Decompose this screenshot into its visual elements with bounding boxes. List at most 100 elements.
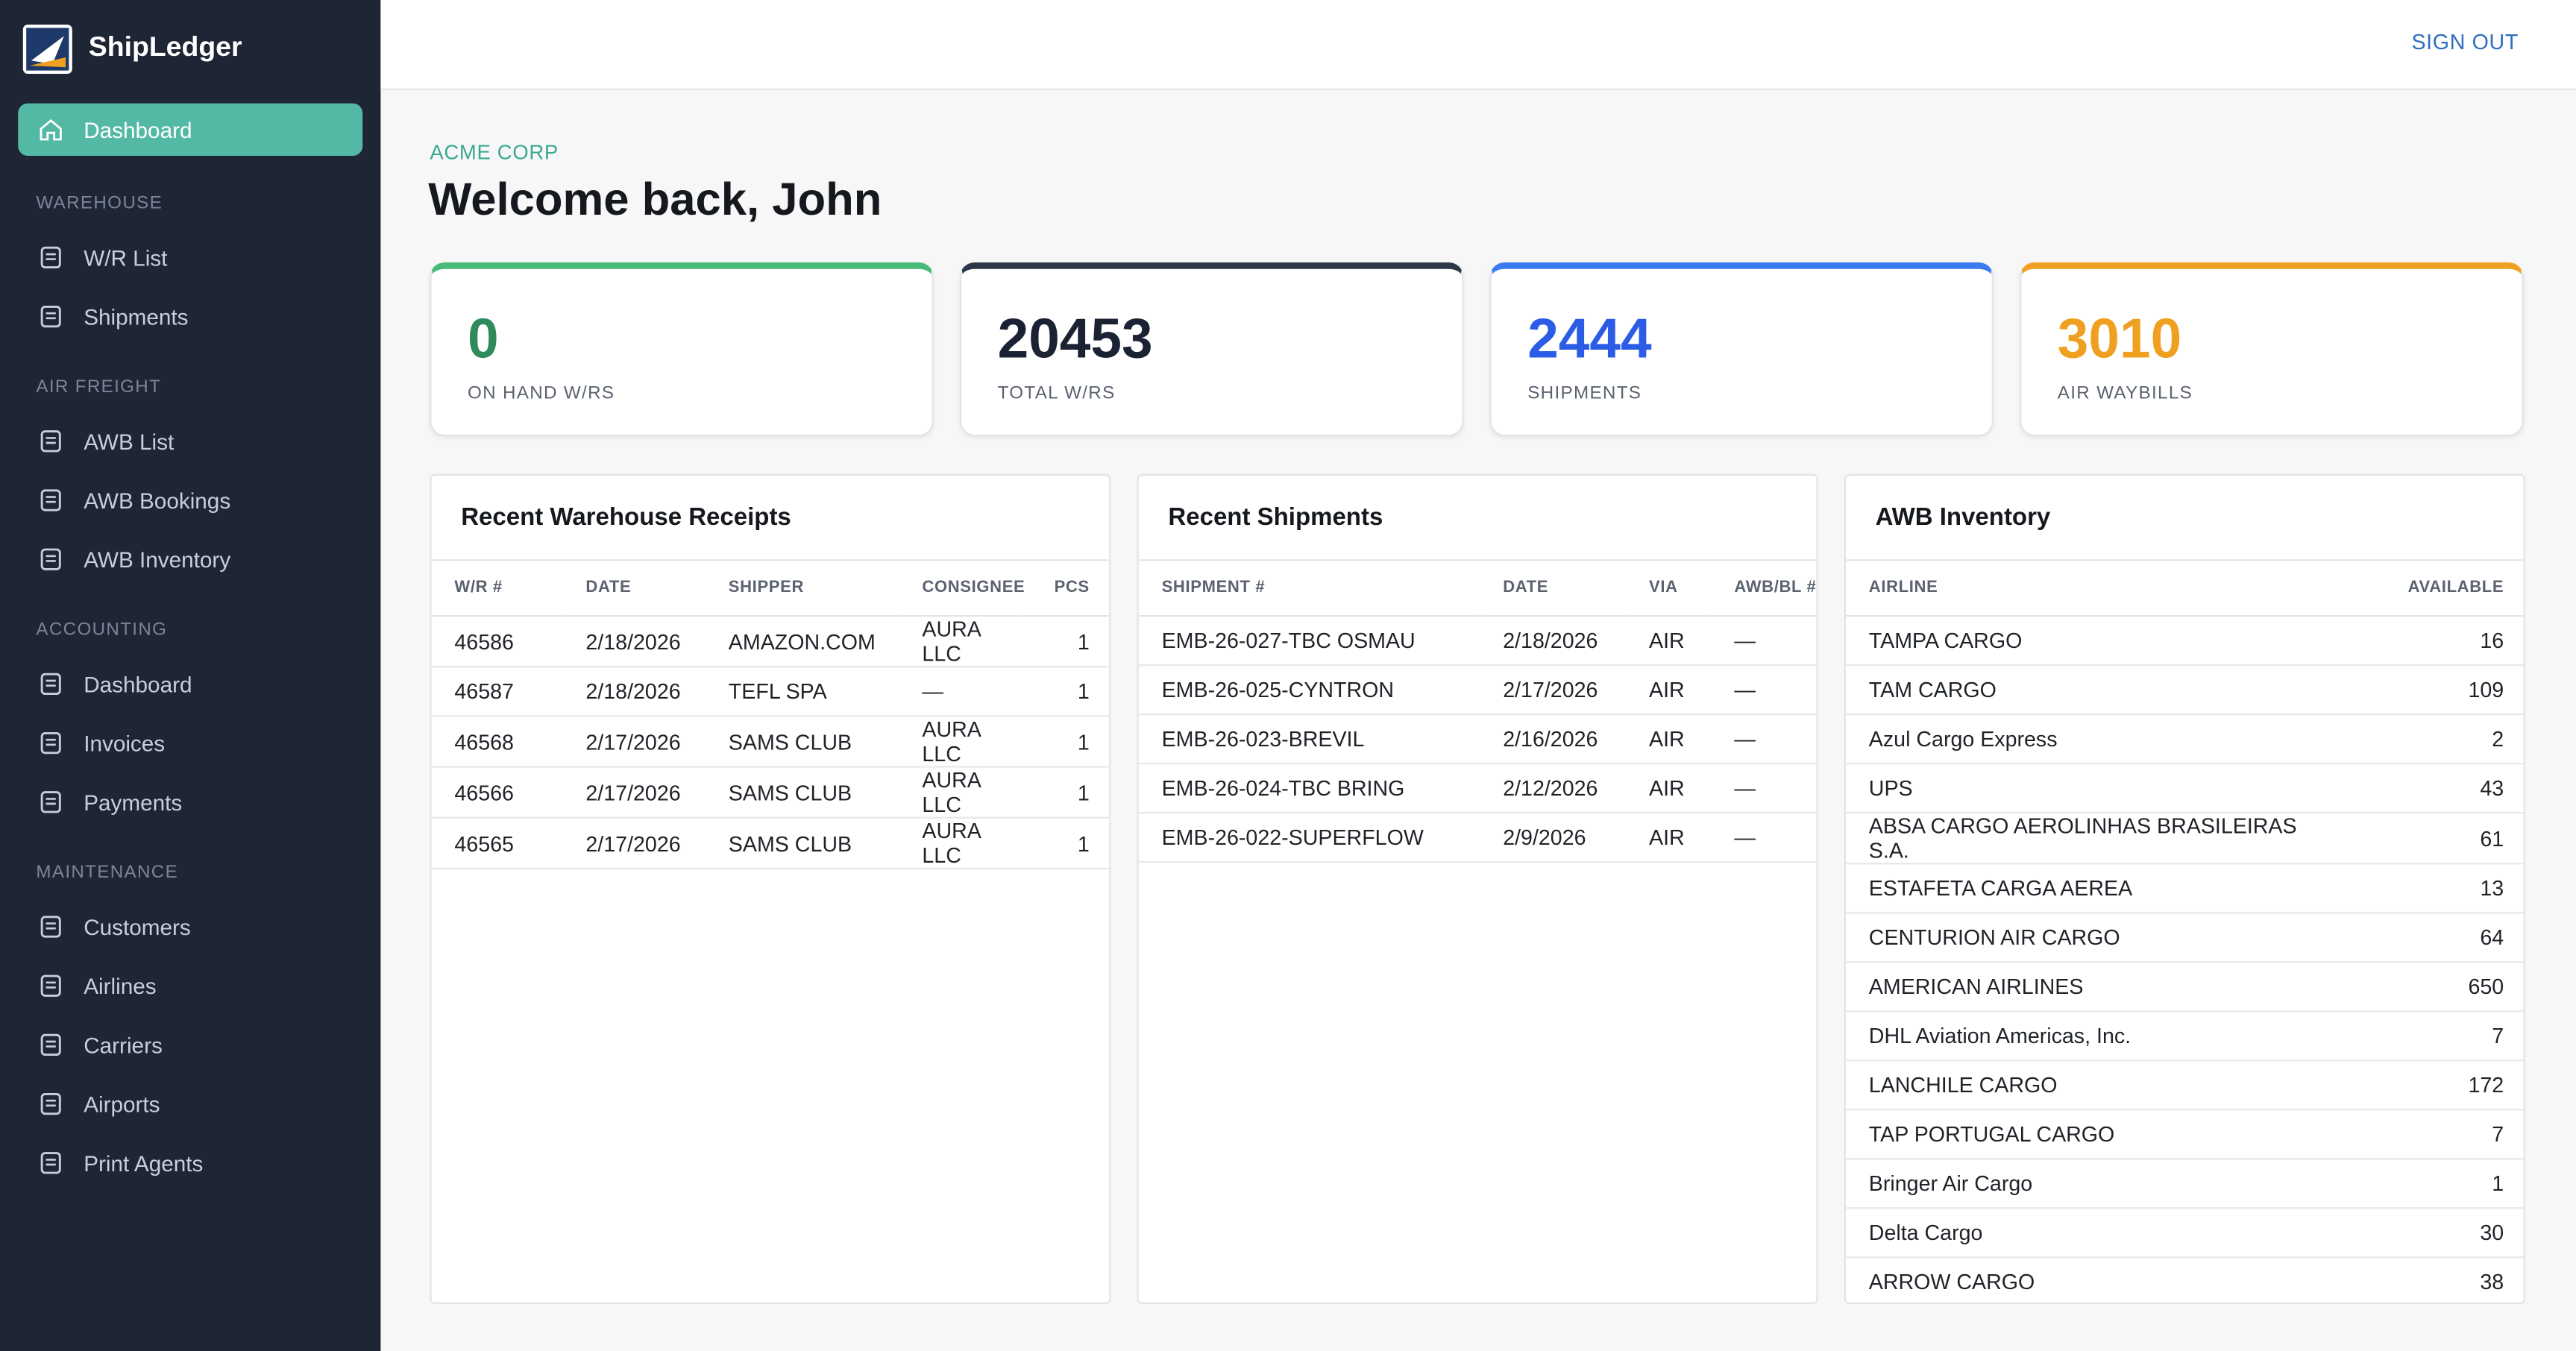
nav-label: AWB Inventory — [84, 547, 231, 572]
cell: CENTURION AIR CARGO — [1846, 913, 2338, 963]
row: Azul Cargo Express 2 — [1846, 714, 2524, 765]
cell: 1 — [2338, 1159, 2524, 1209]
row: Bringer Air Cargo 1 — [1846, 1159, 2524, 1209]
nav-label: Airlines — [84, 973, 157, 998]
stat-card: 3010 AIR WAYBILLS — [2020, 262, 2524, 437]
nav-label: Dashboard — [84, 671, 192, 696]
nav-item[interactable]: Dashboard — [18, 655, 362, 714]
company: ACME CORP — [430, 141, 559, 164]
nav-item[interactable]: Shipments — [18, 287, 362, 346]
nav-item[interactable]: Customers — [18, 897, 362, 956]
greeting: Welcome back, John — [428, 174, 882, 225]
stat-label: TOTAL W/RS — [997, 383, 1116, 404]
cell: 16 — [2338, 616, 2524, 667]
column-header: DATE — [562, 561, 706, 617]
nav-item[interactable]: Payments — [18, 772, 362, 831]
cell: Azul Cargo Express — [1846, 714, 2338, 765]
nav-label: Invoices — [84, 731, 166, 756]
row: TAM CARGO 109 — [1846, 665, 2524, 716]
row: DHL Aviation Americas, Inc. 7 — [1846, 1011, 2524, 1062]
row: AMERICAN AIRLINES 650 — [1846, 962, 2524, 1013]
cell: 109 — [2338, 665, 2524, 716]
cell: 30 — [2338, 1208, 2524, 1259]
cell-text: AURA LLC — [922, 767, 981, 817]
sidebar: ShipLedger Dashboard WAREHOUSE W/R List Shi… — [0, 0, 381, 1351]
icon — [40, 1092, 61, 1115]
sign-out[interactable]: SIGN OUT — [2411, 29, 2519, 54]
panel: Recent Warehouse Receipts W/R # DATE SHIPPE… — [430, 473, 1111, 1304]
column-header: AIRLINE — [1846, 561, 2338, 617]
nav-item[interactable]: Print Agents — [18, 1133, 362, 1192]
tbody: 46586 2/18/2026 AMAZON.COM AURA LLC 1 46587 2/… — [431, 616, 1110, 870]
cell: 2/18/2026 — [562, 616, 706, 668]
thead: SHIPMENT # DATE VIA AWB/BL # — [1138, 561, 1817, 617]
column-header: SHIPMENT # — [1138, 561, 1480, 617]
cell: — — [899, 667, 1024, 717]
cell: AMERICAN AIRLINES — [1846, 962, 2338, 1013]
cell: SAMS CLUB — [706, 817, 899, 870]
column-header: AWB/BL # — [1711, 561, 1817, 617]
cell: 650 — [2338, 962, 2524, 1013]
cell: — — [1711, 763, 1817, 814]
cell: 1 — [1023, 667, 1110, 717]
row: Delta Cargo 30 — [1846, 1208, 2524, 1259]
nav-label: Payments — [84, 790, 183, 815]
cell: AIR — [1626, 616, 1712, 667]
row: 46566 2/17/2026 SAMS CLUB AURA LLC 1 — [431, 766, 1110, 819]
cell: ESTAFETA CARGA AEREA — [1846, 863, 2338, 914]
row: EMB-26-024-TBC BRING 2/12/2026 AIR — — [1138, 763, 1817, 814]
cell: 1 — [1023, 616, 1110, 668]
nav-section: MAINTENANCE — [36, 863, 179, 883]
nav-label: Airports — [84, 1092, 160, 1117]
row: 46587 2/18/2026 TEFL SPA — 1 — [431, 667, 1110, 717]
stat-card: 0 ON HAND W/RS — [430, 262, 934, 437]
nav-item[interactable]: Airports — [18, 1074, 362, 1133]
cell: 2/17/2026 — [562, 716, 706, 768]
cell: TAM CARGO — [1846, 665, 2338, 716]
cell: TAMPA CARGO — [1846, 616, 2338, 667]
icon — [40, 916, 61, 938]
cell: 1 — [1023, 766, 1110, 819]
table: SHIPMENT # DATE VIA AWB/BL # EMB-26-027-TBC … — [1138, 561, 1817, 863]
nav-item[interactable]: AWB Inventory — [18, 530, 362, 589]
column-header: W/R # — [431, 561, 563, 617]
cell: EMB-26-022-SUPERFLOW — [1138, 813, 1480, 863]
cell: EMB-26-025-CYNTRON — [1138, 665, 1480, 716]
cell: 2/9/2026 — [1480, 813, 1627, 863]
nav-item[interactable]: Dashboard — [18, 103, 363, 156]
cell: TEFL SPA — [706, 667, 899, 717]
cell: 2 — [2338, 714, 2524, 765]
cell: 2/18/2026 — [562, 667, 706, 717]
nav-item[interactable]: W/R List — [18, 228, 362, 287]
cell: 172 — [2338, 1060, 2524, 1111]
nav-item[interactable]: Airlines — [18, 957, 362, 1015]
tbody: TAMPA CARGO 16 TAM CARGO 109 Azul Cargo Expr… — [1846, 616, 2524, 1303]
row: EMB-26-022-SUPERFLOW 2/9/2026 AIR — — [1138, 813, 1817, 863]
cell: 38 — [2338, 1257, 2524, 1303]
cell: TAP PORTUGAL CARGO — [1846, 1109, 2338, 1160]
icon — [40, 246, 61, 269]
nav-item[interactable]: AWB Bookings — [18, 470, 362, 529]
cell: 1 — [1023, 716, 1110, 768]
nav-item[interactable]: AWB List — [18, 412, 362, 470]
cell: 2/17/2026 — [1480, 665, 1627, 716]
header-row: W/R # DATE SHIPPER CONSIGNEE PCS — [431, 561, 1110, 617]
panel-title: Recent Shipments — [1138, 476, 1817, 561]
cell: AURA LLC — [899, 616, 1024, 668]
nav-section: WAREHOUSE — [36, 193, 163, 213]
icon — [40, 974, 61, 997]
cell: SAMS CLUB — [706, 766, 899, 819]
icon — [40, 305, 61, 328]
cell: UPS — [1846, 763, 2338, 814]
cell: DHL Aviation Americas, Inc. — [1846, 1011, 2338, 1062]
icon — [40, 673, 61, 696]
cell: 46566 — [431, 766, 563, 819]
nav-item[interactable]: Carriers — [18, 1015, 362, 1074]
nav-item[interactable]: Invoices — [18, 714, 362, 772]
nav-label: AWB Bookings — [84, 488, 231, 513]
column-header: VIA — [1626, 561, 1712, 617]
column-header: SHIPPER — [706, 561, 899, 617]
cell: AIR — [1626, 763, 1712, 814]
cell-text: AURA LLC — [922, 818, 981, 868]
